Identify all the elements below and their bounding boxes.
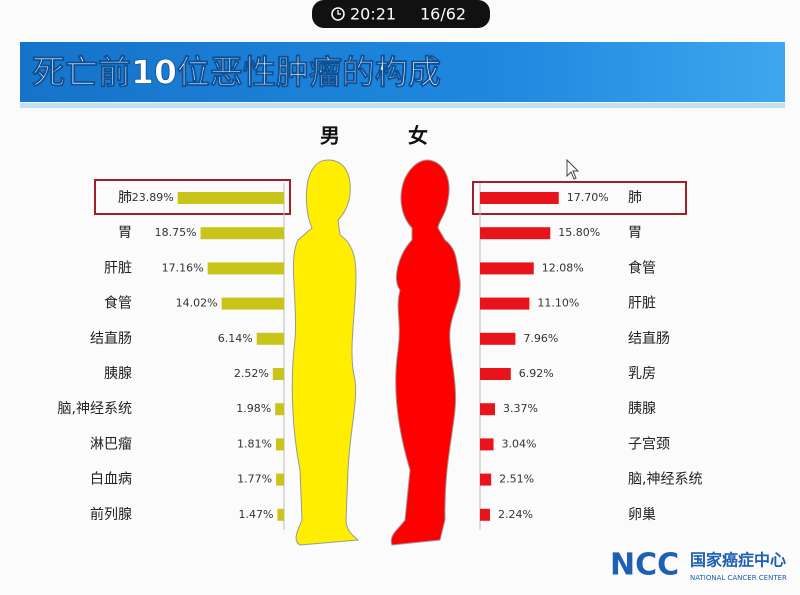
value-label: 23.89% xyxy=(132,191,174,204)
bar xyxy=(480,227,551,240)
category-label: 乳房 xyxy=(628,366,656,382)
cursor xyxy=(566,158,580,180)
category-label: 结直肠 xyxy=(90,330,132,347)
chart-title: 男 xyxy=(320,124,340,148)
category-label: 淋巴瘤 xyxy=(90,435,132,452)
category-label: 胰腺 xyxy=(104,366,132,382)
category-label: 胃 xyxy=(118,225,132,241)
clock-hands xyxy=(337,10,341,15)
status-page: 16/62 xyxy=(420,5,466,24)
bar xyxy=(480,297,530,310)
highlight-box xyxy=(472,181,687,215)
category-label: 食管 xyxy=(628,259,656,276)
category-label: 脑,神经系统 xyxy=(628,472,702,488)
value-label: 15.80% xyxy=(558,226,600,239)
category-label: 肺 xyxy=(118,190,132,206)
bar xyxy=(480,192,559,204)
value-label: 3.37% xyxy=(503,402,538,415)
title-bar xyxy=(20,42,785,102)
bar xyxy=(276,473,284,486)
bar xyxy=(480,473,492,486)
value-label: 2.52% xyxy=(234,367,269,380)
value-label: 1.47% xyxy=(239,508,274,521)
value-label: 3.04% xyxy=(502,437,537,450)
bar xyxy=(207,262,284,275)
category-label: 肺 xyxy=(628,190,642,206)
bar xyxy=(480,508,490,521)
value-label: 6.14% xyxy=(218,332,253,345)
value-label: 6.92% xyxy=(519,367,554,380)
logo-abbr: NCC xyxy=(610,548,679,583)
value-label: 1.81% xyxy=(237,437,272,450)
value-label: 1.98% xyxy=(236,402,271,415)
value-label: 11.10% xyxy=(537,297,579,310)
category-label: 子宫颈 xyxy=(628,436,670,452)
bar xyxy=(480,438,494,451)
value-label: 1.77% xyxy=(237,473,272,486)
bar xyxy=(221,297,284,310)
status-pill xyxy=(312,0,490,28)
chart-title: 女 xyxy=(408,124,428,148)
value-label: 17.70% xyxy=(567,191,609,204)
female-silhouette xyxy=(390,159,461,546)
clock-icon xyxy=(331,7,345,21)
value-label: 12.08% xyxy=(542,261,584,274)
category-label: 肝脏 xyxy=(104,260,132,276)
title-underline xyxy=(20,103,785,108)
male-silhouette xyxy=(291,159,360,546)
value-label: 2.24% xyxy=(498,508,533,521)
bar xyxy=(480,403,495,416)
bar xyxy=(480,332,516,345)
bar xyxy=(275,438,284,451)
category-label: 胃 xyxy=(628,225,642,241)
bar xyxy=(480,368,511,380)
status-time: 20:21 xyxy=(350,5,396,24)
bar xyxy=(177,192,284,204)
category-label: 前列腺 xyxy=(90,506,132,523)
category-label: 肝脏 xyxy=(628,296,656,312)
category-label: 卵巢 xyxy=(628,507,656,523)
value-label: 14.02% xyxy=(176,297,218,310)
value-label: 18.75% xyxy=(155,226,197,239)
logo-name: 国家癌症中心 xyxy=(690,551,786,570)
value-label: 7.96% xyxy=(523,332,558,345)
bar xyxy=(277,508,284,521)
slide-title: 死亡前10位恶性肿瘤的构成 xyxy=(32,53,441,92)
value-label: 2.51% xyxy=(499,473,534,486)
bar xyxy=(275,403,284,416)
logo-english: NATIONAL CANCER CENTER xyxy=(690,574,787,582)
value-label: 17.16% xyxy=(162,261,204,274)
category-label: 白血病 xyxy=(90,472,132,488)
bar xyxy=(256,332,284,345)
category-label: 胰腺 xyxy=(628,401,656,417)
category-label: 脑,神经系统 xyxy=(58,401,132,417)
category-label: 食管 xyxy=(104,295,132,312)
bar xyxy=(480,262,534,275)
highlight-box xyxy=(94,179,291,215)
category-label: 结直肠 xyxy=(628,330,670,347)
bar xyxy=(200,227,284,240)
bar xyxy=(272,368,284,380)
